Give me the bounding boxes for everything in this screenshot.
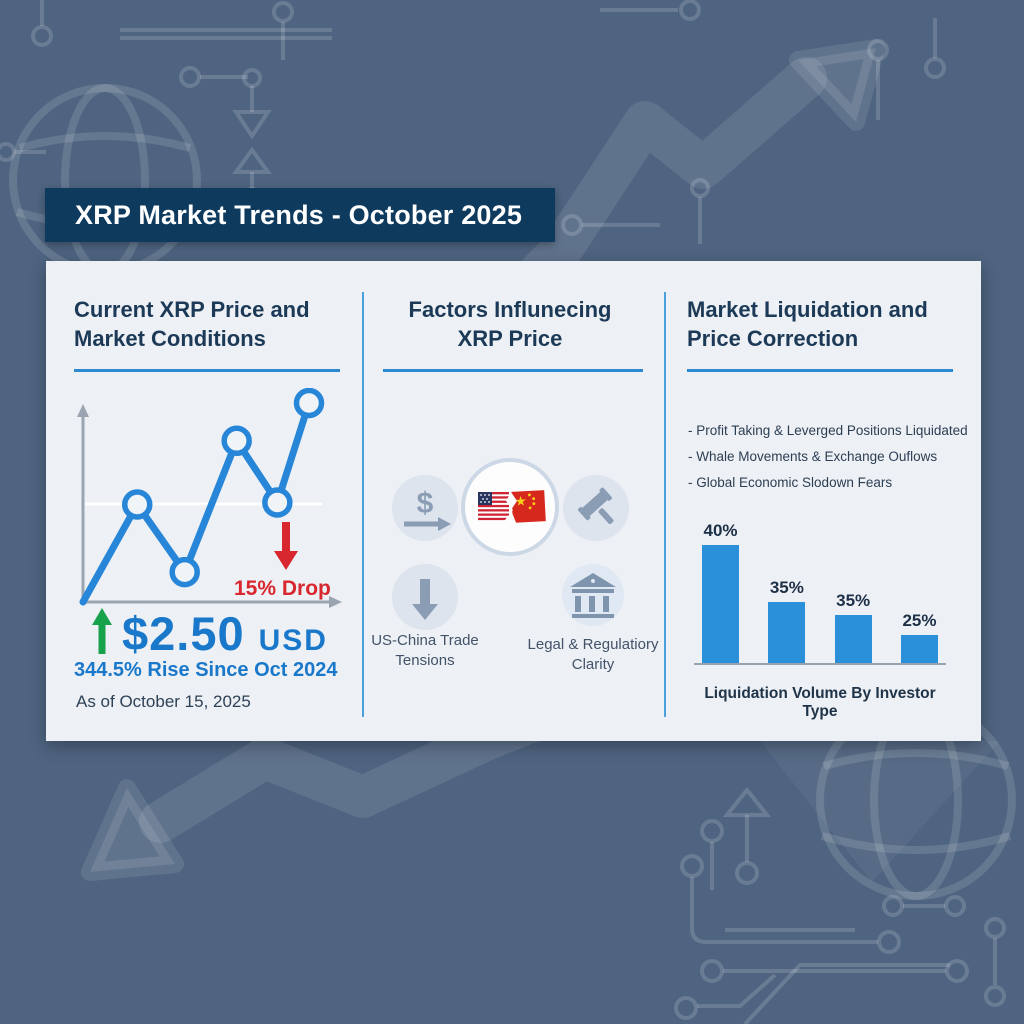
bullet-item: - Global Economic Slodown Fears: [688, 475, 893, 490]
light-shade: [760, 741, 1000, 882]
rise-since-label: 344.5% Rise Since Oct 2024: [74, 659, 338, 681]
data-point-marker: [121, 489, 153, 520]
bar-value-label: 25%: [902, 611, 937, 630]
bar-chart-caption: Liquidation Volume By Investor Type: [704, 685, 936, 720]
bar-group: 40%: [702, 521, 739, 663]
price-row: $2.50 USD: [90, 602, 328, 661]
data-point-marker: [293, 388, 325, 419]
trend-up-arrowhead: [789, 39, 885, 131]
data-point-marker: [262, 487, 293, 518]
bar-group: 25%: [900, 611, 938, 663]
currency-label: USD: [258, 624, 328, 657]
heading-rule: [687, 369, 953, 372]
bar: [702, 545, 739, 663]
gavel-icon: [563, 475, 629, 541]
bullet-item: - Profit Taking & Leverged Positions Liq…: [688, 423, 968, 438]
data-point-marker: [169, 556, 200, 588]
flag-tear: [505, 489, 517, 525]
as-of-date: As of October 15, 2025: [76, 692, 251, 711]
y-axis-arrow: [77, 404, 89, 417]
bar-value-label: 35%: [769, 578, 804, 597]
x-axis-arrow: [329, 596, 342, 608]
column-divider: [664, 292, 666, 717]
bar: [768, 602, 806, 663]
svg-text:$: $: [417, 487, 434, 520]
bar-value-label: 40%: [703, 521, 738, 540]
title-banner: XRP Market Trends - October 2025: [45, 188, 555, 242]
content-card: Current XRP Price and Market Conditions …: [46, 261, 981, 741]
liquidation-column-heading: Market Liquidation and Price Correction: [687, 297, 928, 352]
factor-label: Legal & Regulatiory Clarity: [527, 636, 659, 674]
bar: [834, 615, 872, 663]
up-arrow-icon: [92, 608, 112, 654]
bar-group: 35%: [768, 578, 806, 663]
us-china-flags-icon: [461, 458, 559, 556]
liquidation-bullets: - Profit Taking & Leverged Positions Liq…: [688, 423, 988, 501]
current-price: $2.50: [122, 607, 245, 660]
column-divider: [362, 292, 364, 717]
heading-rule: [383, 369, 643, 372]
trend-down-arrowhead: [81, 779, 184, 881]
price-line-chart: [77, 388, 342, 608]
bar-value-label: 35%: [836, 591, 871, 610]
factor-label: US-China Trade Tensions: [371, 632, 479, 670]
bank-institution-icon: [562, 564, 624, 626]
factors-column-heading: Factors Influnecing XRP Price: [408, 297, 612, 352]
drop-annotation: 15% Drop: [234, 577, 331, 600]
bar: [900, 635, 938, 663]
bar-group: 35%: [834, 591, 872, 663]
dollar-flow-icon: $: [392, 475, 458, 541]
globe-wireframe-icon: [9, 84, 201, 276]
bullet-item: - Whale Movements & Exchange Ouflows: [688, 449, 938, 464]
liquidation-bar-chart: 40% 35% 35% 25%: [694, 521, 946, 665]
heading-rule: [74, 369, 340, 372]
down-arrow-icon: [392, 564, 458, 630]
drop-arrow-icon: [274, 522, 298, 570]
price-column-heading: Current XRP Price and Market Conditions: [74, 297, 310, 352]
price-line: [79, 399, 313, 606]
page-title: XRP Market Trends - October 2025: [75, 199, 523, 230]
data-point-marker: [221, 425, 252, 457]
